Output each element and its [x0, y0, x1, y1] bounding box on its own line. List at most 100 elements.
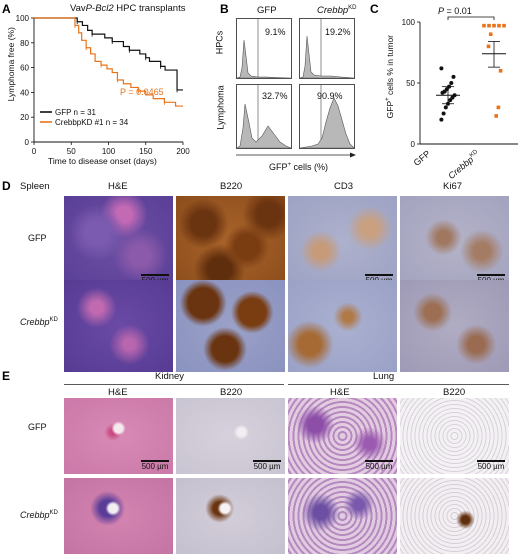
a-ytick-label: 100: [16, 14, 30, 23]
c-ytick-label: 100: [402, 18, 416, 27]
panel-d-stain-cd3: CD3: [334, 181, 354, 192]
lung-gfp-he: 500 µm: [288, 398, 397, 474]
c-point-kd: [482, 23, 486, 28]
legend-label: GFP n = 31: [55, 108, 97, 117]
c-point-kd: [488, 32, 493, 36]
a-xtick-label: 0: [32, 147, 37, 156]
scale-bar: 500 µm: [253, 460, 281, 471]
hist-kd-lymphoma: [299, 97, 355, 149]
spleen-kd-cd3: [288, 280, 397, 372]
panel-a-xlabel: Time to disease onset (days): [48, 156, 157, 166]
panel-letter-c: C: [370, 2, 379, 16]
panel-d-stain-ki67: Ki67: [443, 181, 463, 192]
spleen-gfp-cd3: 500 µm: [288, 196, 397, 288]
c-ytick-label: 0: [411, 140, 416, 149]
panel-b-xlabel: GFP+ cells (%): [269, 162, 329, 172]
panel-d-stain-b220: B220: [220, 181, 243, 192]
panel-letter-d: D: [2, 179, 11, 193]
panel-e-row-kd: CrebbpKD: [20, 510, 58, 520]
a-ytick-label: 20: [20, 113, 29, 122]
panel-b-col-gfp: GFP: [257, 5, 277, 16]
spleen-gfp-he: 500 µm: [64, 196, 173, 288]
panel-letter-a: A: [2, 2, 11, 16]
c-point-gfp: [440, 90, 445, 95]
panel-a-ylabel: Lymphoma free (%): [5, 27, 16, 102]
c-point-kd: [487, 23, 491, 28]
panel-e-stain-he-lung: H&E: [330, 387, 350, 398]
panel-e-tissue-lung: Lung: [373, 371, 395, 382]
flow-xaxis-arrow: [236, 152, 356, 158]
panel-a-pvalue: P = 0.0465: [120, 87, 164, 97]
a-ytick-label: 40: [20, 88, 29, 97]
hist-kd-hpc: [299, 35, 355, 79]
survival-chart: 0 20 40 60 80 100 0 50 100 150 200 GFP n = 31Crebb…: [16, 14, 191, 156]
panel-b-col-crebbp: CrebbpKD: [317, 5, 357, 17]
pct-kd-hpc: 19.2%: [325, 27, 351, 37]
c-point-gfp: [448, 98, 453, 103]
c-point-kd: [494, 114, 498, 118]
hist-gfp-hpc: [236, 39, 292, 79]
a-xtick-label: 100: [102, 147, 116, 156]
kidney-kd-he: [64, 478, 173, 554]
c-point-kd: [502, 23, 506, 28]
panel-letter-e: E: [2, 369, 11, 383]
c-point-gfp: [441, 111, 446, 116]
panel-d-row-gfp: GFP: [28, 233, 47, 243]
kidney-gfp-he: 500 µm: [64, 398, 173, 474]
hist-gfp-lymphoma: [236, 103, 292, 149]
panel-e-tissue-kidney: Kidney: [155, 371, 185, 382]
c-point-gfp: [439, 66, 444, 71]
panel-c-ylabel: GFP+ cells % in tumor: [384, 34, 395, 119]
c-point-gfp: [439, 117, 444, 122]
a-ytick-label: 60: [20, 64, 29, 73]
c-point-kd: [496, 105, 501, 110]
pct-gfp-lymphoma: 32.7%: [262, 91, 288, 101]
c-point-gfp: [443, 105, 448, 110]
flow-histograms: [236, 18, 355, 149]
panel-e-stain-b220-lung: B220: [443, 387, 466, 398]
spleen-kd-ki67: [400, 280, 509, 372]
panel-a-title: VavP-Bcl2 HPC transplants: [70, 3, 186, 14]
c-point-gfp: [449, 81, 454, 85]
spleen-gfp-b220: [176, 196, 285, 288]
pct-kd-lymphoma: 90.9%: [317, 91, 343, 101]
kidney-kd-b220: [176, 478, 285, 554]
lung-kd-he: [288, 478, 397, 554]
spleen-kd-b220: [176, 280, 285, 372]
c-point-kd: [498, 69, 503, 73]
lung-gfp-b220: 500 µm: [400, 398, 509, 474]
c-significance-bracket: [447, 16, 495, 20]
legend-label: CrebbpKD #1 n = 34: [55, 118, 129, 127]
a-xtick-label: 200: [176, 147, 190, 156]
panel-e-row-gfp: GFP: [28, 422, 47, 432]
panel-d-tissue: Spleen: [20, 181, 50, 192]
panel-c-pvalue: P = 0.01: [438, 6, 472, 16]
panel-letter-b: B: [220, 2, 229, 16]
c-point-kd: [492, 23, 496, 28]
scale-bar: 500 µm: [365, 460, 393, 471]
a-ytick-label: 80: [20, 39, 29, 48]
km-curve-gfp: [34, 17, 183, 91]
a-xtick-label: 50: [67, 147, 76, 156]
c-point-gfp: [451, 74, 456, 79]
panel-b-row-lymphoma: Lymphoma: [215, 85, 226, 130]
spleen-kd-he: [64, 280, 173, 372]
scale-bar: 500 µm: [477, 460, 505, 471]
scale-bar: 500 µm: [141, 460, 169, 471]
panel-e-stain-he-kidney: H&E: [108, 387, 128, 398]
scatter-chart: 0 50 100: [402, 16, 518, 149]
panel-e-stain-b220-kidney: B220: [220, 387, 243, 398]
lung-kd-b220: [400, 478, 509, 554]
c-point-kd: [486, 44, 491, 49]
pct-gfp-hpc: 9.1%: [265, 27, 286, 37]
km-curve-crebbp-kd: [34, 17, 183, 107]
c-ytick-label: 50: [406, 79, 415, 88]
c-point-kd: [497, 23, 501, 28]
panel-d-row-kd: CrebbpKD: [20, 317, 58, 327]
kidney-gfp-b220: 500 µm: [176, 398, 285, 474]
a-xtick-label: 150: [139, 147, 153, 156]
panel-e-group-rules: [64, 384, 509, 385]
panel-d-stain-he: H&E: [108, 181, 128, 192]
panel-b-row-hpcs: HPCs: [214, 30, 225, 55]
spleen-gfp-ki67: 500 µm: [400, 196, 509, 288]
